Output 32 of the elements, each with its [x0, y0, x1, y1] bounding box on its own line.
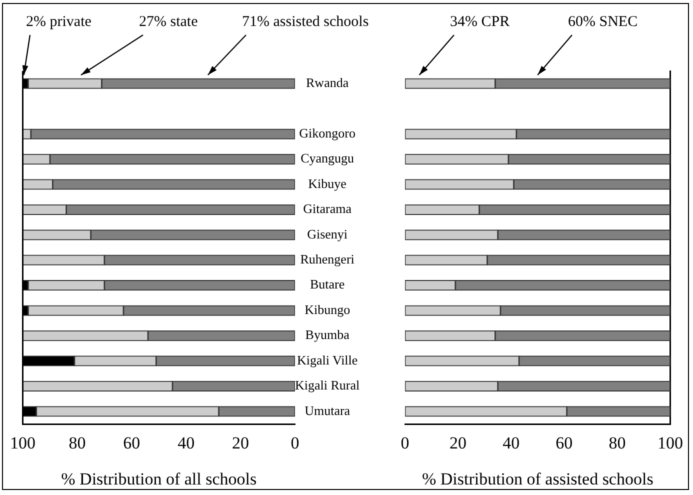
- y-tick-label: Ruhengeri: [300, 252, 355, 267]
- x-tick-label: 0: [400, 434, 410, 453]
- y-tick-label: Butare: [310, 276, 345, 292]
- text: 27% state: [139, 14, 198, 30]
- x-axis-title: % Distribution of assisted schools: [422, 469, 654, 488]
- y-tick-label: Kibungo: [304, 302, 350, 317]
- x-tick-label: 60: [556, 434, 573, 453]
- text: 2% private: [26, 14, 92, 30]
- x-tick-label: 0: [290, 434, 300, 453]
- y-tick-label: Gisenyi: [307, 226, 348, 242]
- x-tick-label: 40: [178, 434, 195, 453]
- y-tick-label: Gikongoro: [299, 125, 356, 140]
- y-tick-label: Cyangugu: [300, 150, 355, 166]
- y-tick-label: Kigali Rural: [294, 378, 360, 393]
- text: 71% assisted schools: [242, 14, 369, 30]
- x-tick-label: 60: [123, 434, 140, 453]
- y-tick-label: Byumba: [305, 327, 350, 342]
- text: 34% CPR: [450, 14, 510, 30]
- x-tick-label: 80: [68, 434, 86, 453]
- x-tick-label: 100: [658, 434, 683, 453]
- y-tick-label: Kibuye: [308, 176, 347, 191]
- y-tick-label: Gitarama: [303, 201, 352, 216]
- y-tick-label: Rwanda: [306, 75, 349, 90]
- x-tick-label: 40: [502, 434, 520, 453]
- y-tick-label: Umutara: [304, 402, 350, 418]
- x-tick-label: 100: [10, 434, 36, 453]
- text: 60% SNEC: [568, 14, 638, 30]
- y-tick-label: Kigali Ville: [296, 352, 358, 368]
- x-tick-label: 80: [608, 434, 626, 453]
- x-tick-label: 20: [232, 434, 250, 453]
- x-tick-label: 20: [450, 434, 467, 453]
- x-axis-title: % Distribution of all schools: [61, 469, 257, 488]
